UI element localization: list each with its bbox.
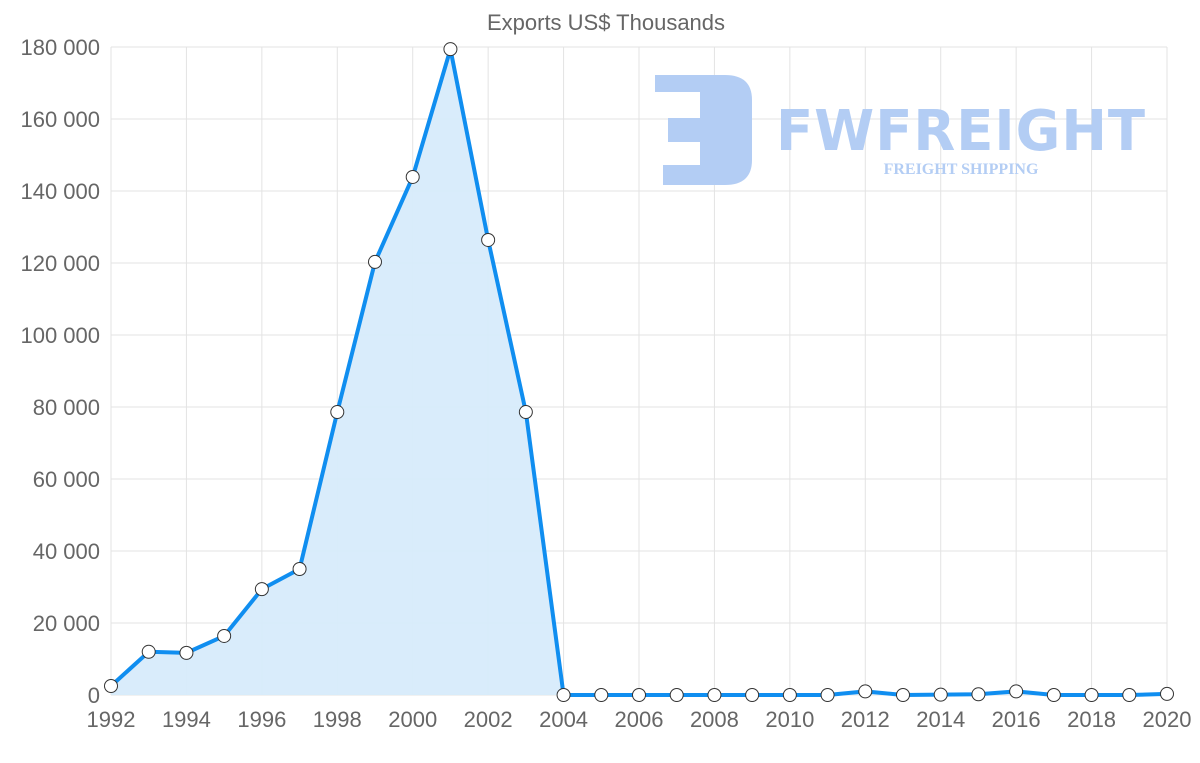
data-point bbox=[594, 688, 609, 702]
y-tick-label: 100 000 bbox=[20, 323, 100, 348]
data-point bbox=[1084, 688, 1099, 702]
x-tick-label: 2006 bbox=[615, 707, 664, 732]
x-tick-label: 2004 bbox=[539, 707, 588, 732]
data-point bbox=[858, 684, 873, 699]
data-point bbox=[707, 688, 722, 702]
data-point bbox=[1009, 684, 1024, 699]
chart-title: Exports US$ Thousands bbox=[487, 10, 725, 35]
watermark-logo: FWFREIGHT FREIGHT SHIPPING bbox=[655, 75, 1146, 185]
data-point bbox=[104, 679, 118, 693]
x-tick-label: 1998 bbox=[313, 707, 362, 732]
data-point bbox=[556, 688, 571, 702]
x-tick-label: 2000 bbox=[388, 707, 437, 732]
data-point bbox=[632, 688, 646, 702]
x-tick-label: 2014 bbox=[916, 707, 965, 732]
data-point bbox=[1160, 686, 1174, 701]
data-point bbox=[518, 405, 533, 420]
data-point bbox=[745, 688, 760, 702]
x-tick-label: 2018 bbox=[1067, 707, 1116, 732]
y-tick-label: 0 bbox=[88, 683, 100, 708]
y-tick-label: 80 000 bbox=[33, 395, 100, 420]
x-tick-label: 2012 bbox=[841, 707, 890, 732]
y-tick-label: 40 000 bbox=[33, 539, 100, 564]
data-point bbox=[292, 562, 307, 576]
data-point bbox=[217, 628, 232, 643]
data-point bbox=[368, 254, 382, 269]
data-point bbox=[481, 232, 496, 247]
plot-area bbox=[104, 42, 1174, 702]
data-point bbox=[405, 169, 420, 184]
watermark-tagline: FREIGHT SHIPPING bbox=[884, 161, 1039, 178]
data-point bbox=[254, 582, 269, 597]
y-tick-label: 180 000 bbox=[20, 35, 100, 60]
data-point bbox=[443, 42, 458, 57]
y-tick-label: 20 000 bbox=[33, 611, 100, 636]
x-tick-label: 2008 bbox=[690, 707, 739, 732]
data-point bbox=[141, 644, 156, 659]
x-tick-label: 1996 bbox=[237, 707, 286, 732]
data-point bbox=[669, 688, 684, 702]
x-tick-label: 2020 bbox=[1143, 707, 1192, 732]
x-tick-label: 2002 bbox=[464, 707, 513, 732]
watermark-brand: FWFREIGHT bbox=[776, 99, 1146, 164]
x-tick-label: 1992 bbox=[87, 707, 136, 732]
y-tick-label: 140 000 bbox=[20, 179, 100, 204]
x-tick-label: 2016 bbox=[992, 707, 1041, 732]
y-tick-label: 120 000 bbox=[20, 251, 100, 276]
x-tick-label: 1994 bbox=[162, 707, 211, 732]
series-area-fill bbox=[111, 49, 1167, 696]
axis-ticks: 0 20 000 40 000 60 000 80 000 100 000 120 000 1… bbox=[20, 35, 1191, 732]
y-tick-label: 160 000 bbox=[20, 107, 100, 132]
data-point bbox=[820, 688, 835, 702]
data-point bbox=[933, 687, 948, 702]
data-point bbox=[330, 405, 345, 420]
data-point bbox=[782, 688, 797, 702]
data-point bbox=[896, 688, 910, 702]
data-point bbox=[1122, 688, 1137, 702]
data-point bbox=[971, 687, 986, 702]
data-point bbox=[1046, 688, 1061, 702]
y-tick-label: 60 000 bbox=[33, 467, 100, 492]
data-point bbox=[179, 645, 194, 660]
x-tick-label: 2010 bbox=[765, 707, 814, 732]
